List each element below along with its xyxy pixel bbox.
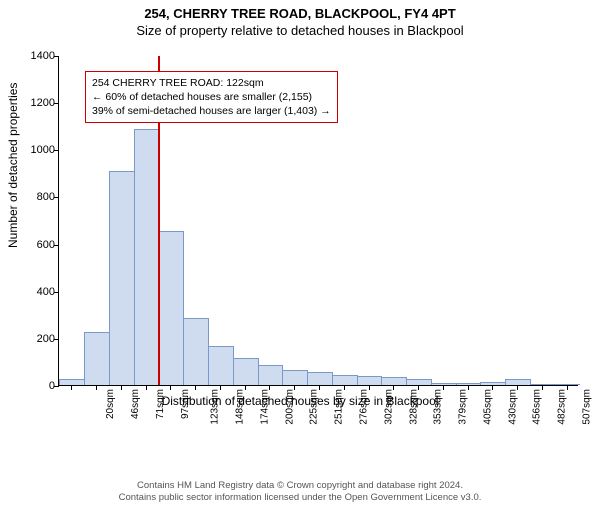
y-axis-label: Number of detached properties bbox=[6, 83, 20, 248]
y-tick-label: 800 bbox=[19, 191, 59, 203]
x-tick-mark bbox=[245, 385, 246, 390]
footer-line-1: Contains HM Land Registry data © Crown c… bbox=[0, 480, 600, 492]
annotation-line: ← 60% of detached houses are smaller (2,… bbox=[92, 90, 331, 104]
histogram-bar bbox=[258, 365, 284, 385]
y-tick-label: 600 bbox=[19, 239, 59, 251]
histogram-bar bbox=[431, 383, 457, 385]
histogram-bar bbox=[109, 171, 135, 385]
x-axis-label: Distribution of detached houses by size … bbox=[0, 394, 600, 408]
y-tick-label: 400 bbox=[19, 286, 59, 298]
y-tick-mark bbox=[54, 339, 59, 340]
histogram-bar bbox=[530, 384, 556, 385]
footer-attribution: Contains HM Land Registry data © Crown c… bbox=[0, 480, 600, 504]
x-tick-mark bbox=[319, 385, 320, 390]
x-tick-mark bbox=[71, 385, 72, 390]
y-tick-mark bbox=[54, 292, 59, 293]
histogram-bar bbox=[332, 375, 358, 385]
x-tick-mark bbox=[369, 385, 370, 390]
histogram-bar bbox=[183, 318, 209, 385]
histogram-bar bbox=[208, 346, 234, 385]
x-tick-mark bbox=[443, 385, 444, 390]
x-tick-mark bbox=[121, 385, 122, 390]
x-tick-mark bbox=[294, 385, 295, 390]
x-tick-mark bbox=[269, 385, 270, 390]
x-tick-mark bbox=[170, 385, 171, 390]
y-tick-label: 0 bbox=[19, 380, 59, 392]
x-tick-mark bbox=[492, 385, 493, 390]
x-tick-mark bbox=[517, 385, 518, 390]
histogram-bar bbox=[282, 370, 308, 385]
x-tick-mark bbox=[468, 385, 469, 390]
plot-area: 020040060080010001200140020sqm46sqm71sqm… bbox=[58, 56, 578, 386]
histogram-bar bbox=[357, 376, 383, 385]
x-tick-mark bbox=[393, 385, 394, 390]
x-tick-mark bbox=[220, 385, 221, 390]
y-tick-mark bbox=[54, 56, 59, 57]
x-tick-mark bbox=[542, 385, 543, 390]
y-tick-label: 1200 bbox=[19, 97, 59, 109]
y-tick-label: 1000 bbox=[19, 144, 59, 156]
page-title-line2: Size of property relative to detached ho… bbox=[0, 23, 600, 38]
histogram-bar bbox=[233, 358, 259, 385]
histogram-bar bbox=[134, 129, 160, 385]
chart-container: Number of detached properties 0200400600… bbox=[0, 48, 600, 448]
y-tick-mark bbox=[54, 245, 59, 246]
histogram-bar bbox=[159, 231, 185, 385]
x-tick-mark bbox=[146, 385, 147, 390]
y-tick-label: 1400 bbox=[19, 50, 59, 62]
y-tick-label: 200 bbox=[19, 333, 59, 345]
y-tick-mark bbox=[54, 197, 59, 198]
annotation-box: 254 CHERRY TREE ROAD: 122sqm← 60% of det… bbox=[85, 71, 338, 124]
page-title-line1: 254, CHERRY TREE ROAD, BLACKPOOL, FY4 4P… bbox=[0, 6, 600, 21]
y-tick-mark bbox=[54, 386, 59, 387]
x-tick-mark bbox=[344, 385, 345, 390]
y-tick-mark bbox=[54, 103, 59, 104]
histogram-bar bbox=[307, 372, 333, 385]
x-tick-mark bbox=[567, 385, 568, 390]
annotation-line: 254 CHERRY TREE ROAD: 122sqm bbox=[92, 76, 331, 90]
annotation-line: 39% of semi-detached houses are larger (… bbox=[92, 104, 331, 118]
footer-line-2: Contains public sector information licen… bbox=[0, 492, 600, 504]
x-tick-mark bbox=[418, 385, 419, 390]
y-tick-mark bbox=[54, 150, 59, 151]
histogram-bar bbox=[381, 377, 407, 385]
histogram-bar bbox=[84, 332, 110, 385]
x-tick-mark bbox=[195, 385, 196, 390]
x-tick-mark bbox=[96, 385, 97, 390]
